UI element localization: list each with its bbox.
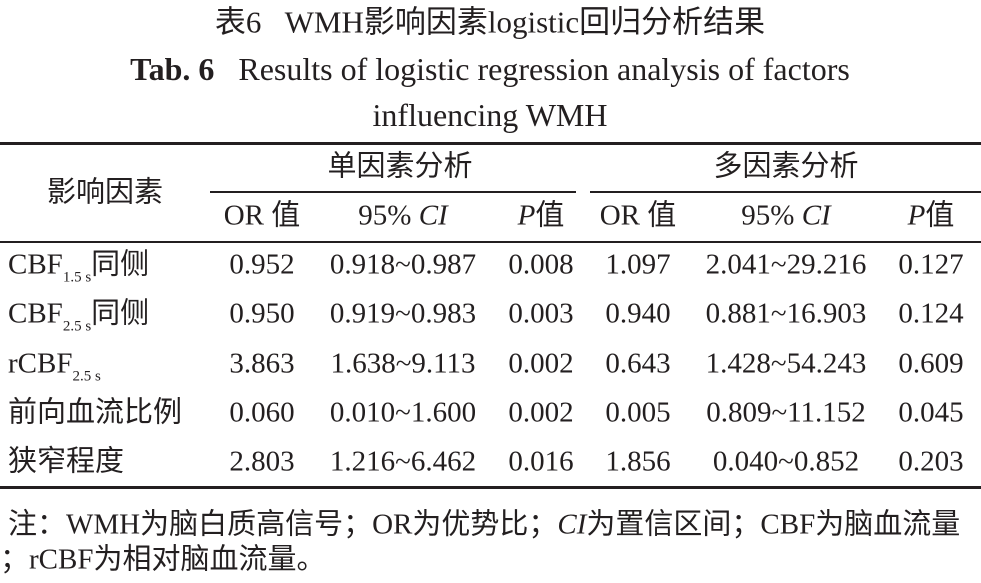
table-cell: 0.045: [898, 396, 964, 429]
text-part: 值: [535, 199, 565, 232]
title-label: Tab. 6: [130, 51, 215, 87]
header-rule: [0, 241, 981, 243]
column-header: P值: [517, 199, 565, 232]
table-cell: 0.203: [898, 445, 964, 478]
title-text: Results of logistic regression analysis …: [238, 51, 850, 87]
text-part: OR 值: [599, 199, 677, 232]
table-cell: 0.002: [508, 396, 574, 429]
factor-text: 前向血流比例: [8, 396, 183, 429]
text-part: 95%: [358, 199, 419, 232]
text-part: CI: [418, 199, 448, 232]
table-cell: 0.003: [508, 297, 574, 330]
row-label: CBF1.5 s同侧: [8, 248, 150, 285]
factor-text: 同侧: [91, 297, 150, 330]
table-cell: 2.041~29.216: [705, 248, 867, 281]
table-cell: 3.863: [229, 347, 295, 380]
row-label: CBF2.5 s同侧: [8, 297, 150, 334]
text-part: CI: [801, 199, 831, 232]
table-cell: 0.010~1.600: [329, 396, 477, 429]
note-text: 注：WMH为脑白质高信号；OR为优势比；: [8, 508, 558, 541]
note-text: CI: [557, 508, 587, 541]
factor-header: 影响因素: [46, 176, 164, 209]
top-rule: [0, 142, 981, 145]
table-cell: 0.127: [898, 248, 964, 281]
factor-text: 狭窄程度: [8, 445, 125, 478]
title-text: WMH影响因素logistic回归分析结果: [284, 4, 766, 40]
note: 注：WMH为脑白质高信号；OR为优势比；CI为置信区间；CBF为脑血流量: [8, 508, 961, 541]
group-header: 多因素分析: [713, 150, 859, 183]
table-cell: 0.609: [898, 347, 964, 380]
table-cell: 1.856: [605, 445, 671, 478]
table-cell: 0.881~16.903: [705, 297, 867, 330]
table-cell: 0.040~0.852: [712, 445, 860, 478]
text-part: 95%: [741, 199, 802, 232]
table-cell: 0.940: [605, 297, 671, 330]
table-cell: 0.002: [508, 347, 574, 380]
bottom-rule: [0, 486, 981, 489]
factor-text: 同侧: [91, 248, 150, 281]
table-cell: 0.809~11.152: [706, 396, 866, 429]
table-cell: 1.638~9.113: [330, 347, 476, 380]
column-header: 95% CI: [741, 199, 831, 232]
text-part: P: [517, 199, 536, 232]
factor-subscript: 2.5 s: [62, 318, 92, 335]
row-label: 前向血流比例: [8, 398, 182, 427]
table-cell: 0.124: [898, 297, 964, 330]
table-cell: 2.803: [229, 445, 295, 478]
group-header: 单因素分析: [327, 150, 473, 183]
title-label: 表6: [214, 4, 262, 40]
note-continued: ；rCBF为相对脑血流量。: [0, 543, 326, 576]
factor-text: CBF: [8, 248, 63, 281]
table-cell: 0.919~0.983: [329, 297, 477, 330]
table-cell: 1.097: [605, 248, 671, 281]
table-cell: 0.060: [229, 396, 295, 429]
factor-subscript: 1.5 s: [62, 269, 92, 286]
row-label: rCBF2.5 s: [8, 347, 101, 384]
table-cell: 0.005: [605, 396, 671, 429]
title-text: influencing WMH: [372, 97, 608, 133]
group-rule: [590, 191, 981, 193]
group-rule: [210, 191, 576, 193]
column-header: P值: [907, 199, 955, 232]
title-en: Tab. 6 Results of logistic regression an…: [130, 53, 850, 85]
table-cell: 0.918~0.987: [329, 248, 477, 281]
factor-text: rCBF: [8, 347, 73, 380]
text-part: OR 值: [223, 199, 301, 232]
factor-subscript: 2.5 s: [72, 368, 101, 385]
table-cell: 1.216~6.462: [329, 445, 477, 478]
table-cell: 1.428~54.243: [705, 347, 867, 380]
table-cell: 0.643: [605, 347, 671, 380]
factor-text: CBF: [8, 297, 63, 330]
text-part: P: [907, 199, 926, 232]
column-header: OR 值: [223, 199, 301, 232]
table-cell: 0.016: [508, 445, 574, 478]
table-cell: 0.952: [229, 248, 295, 281]
text-part: 值: [925, 199, 955, 232]
column-header: OR 值: [599, 199, 677, 232]
column-header: 95% CI: [358, 199, 448, 232]
table-cell: 0.008: [508, 248, 574, 281]
row-label: 狭窄程度: [8, 445, 125, 478]
title-cn: 表6 WMH影响因素logistic回归分析结果: [215, 7, 765, 38]
table-cell: 0.950: [229, 297, 295, 330]
note-text: 为置信区间；CBF为脑血流量: [586, 508, 961, 541]
